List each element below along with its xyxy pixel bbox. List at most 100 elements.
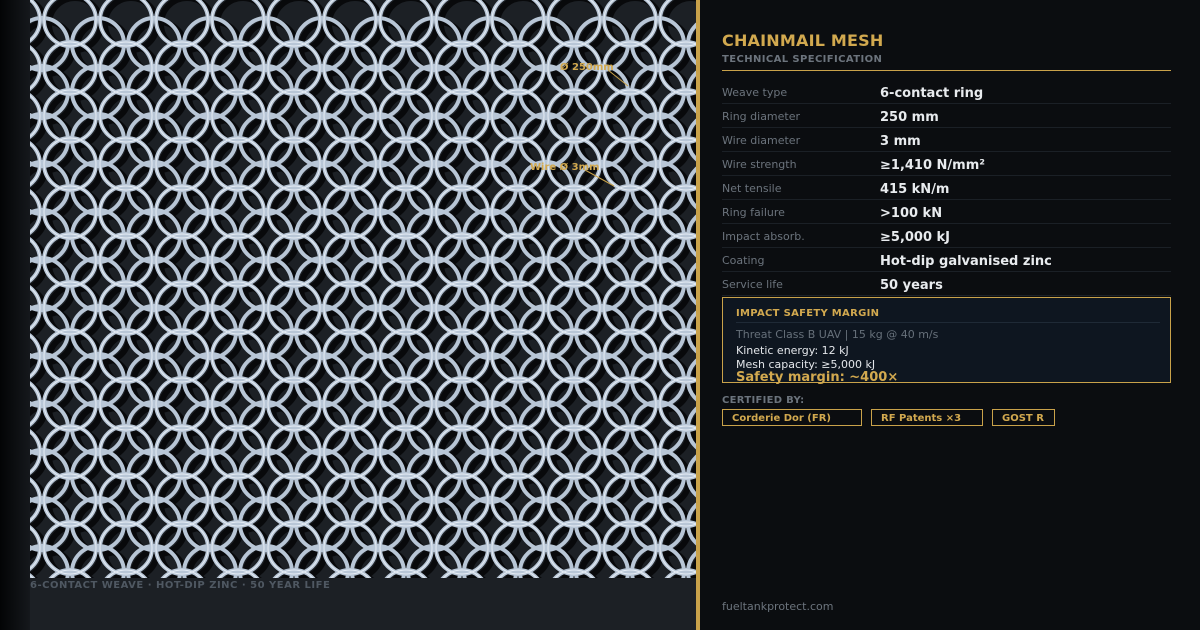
ring-highlight — [99, 473, 153, 527]
ring-highlight — [30, 94, 41, 138]
spec-row-coating: Coating Hot-dip galvanised zinc — [722, 248, 1171, 272]
ring-highlight — [379, 377, 433, 431]
spec-value: ≥1,410 N/mm² — [880, 158, 985, 173]
ring-highlight — [659, 281, 696, 335]
ring-shadow — [413, 598, 465, 630]
ring-highlight — [547, 473, 601, 527]
ring-highlight — [491, 473, 545, 527]
ring-highlight — [603, 425, 657, 479]
ring-highlight — [323, 329, 377, 383]
ring-highlight — [491, 281, 545, 335]
ring-highlight — [547, 377, 601, 431]
ring-highlight — [30, 286, 41, 330]
ring-highlight — [491, 41, 545, 95]
ring-highlight — [547, 89, 601, 143]
ring-highlight — [603, 233, 657, 287]
spec-row-weave-type: Weave type 6-contact ring — [722, 80, 1171, 104]
ring-highlight — [491, 329, 545, 383]
ring-highlight — [30, 46, 41, 90]
mesh-ring — [72, 594, 124, 630]
ring-highlight — [155, 377, 209, 431]
ring-highlight — [99, 185, 153, 239]
ring-highlight — [498, 569, 538, 578]
ring-highlight — [99, 137, 153, 191]
ring-highlight — [99, 89, 153, 143]
ring-highlight — [43, 185, 97, 239]
ring-highlight — [43, 233, 97, 287]
mesh-ring — [464, 594, 516, 630]
ring-highlight — [547, 281, 601, 335]
ring-highlight — [659, 329, 696, 383]
ring-highlight — [323, 137, 377, 191]
spec-row-service-life: Service life 50 years — [722, 272, 1171, 296]
chainmail-mesh-illustration: Ø 250mm Wire Ø 3mm 6-CONTACT WEAVE · HOT… — [30, 0, 696, 630]
ring-highlight — [435, 233, 489, 287]
ring-highlight — [435, 185, 489, 239]
ring-highlight — [435, 521, 489, 575]
ring-highlight — [99, 41, 153, 95]
ring-highlight — [99, 0, 153, 47]
spec-row-ring-failure: Ring failure >100 kN — [722, 200, 1171, 224]
ring-highlight — [99, 521, 153, 575]
ring-highlight — [491, 0, 545, 47]
mesh-capacity-line: Mesh capacity: ≥5,000 kJ — [736, 358, 876, 371]
ring-shadow — [77, 598, 129, 630]
spec-label: Ring diameter — [722, 110, 801, 123]
ring-shadow — [30, 598, 73, 630]
ring-highlight — [43, 329, 97, 383]
ring-highlight — [659, 89, 696, 143]
ring-highlight — [99, 233, 153, 287]
ring-shadow — [357, 598, 409, 630]
ring-highlight — [379, 137, 433, 191]
ring-highlight — [379, 185, 433, 239]
ring-highlight — [491, 377, 545, 431]
ring-shadow — [672, 571, 696, 578]
ring-shadow — [245, 598, 297, 630]
ring-highlight — [99, 281, 153, 335]
ring-highlight — [43, 377, 97, 431]
ring-highlight — [30, 238, 41, 282]
mesh-ring — [408, 594, 460, 630]
ring-highlight — [267, 89, 321, 143]
ring-highlight — [379, 281, 433, 335]
ring-highlight — [379, 0, 433, 47]
kinetic-energy-line: Kinetic energy: 12 kJ — [736, 344, 849, 357]
ring-highlight — [435, 425, 489, 479]
spec-row-wire-strength: Wire strength ≥1,410 N/mm² — [722, 152, 1171, 176]
certified-by-label: CERTIFIED BY: — [722, 395, 805, 406]
mesh-footer-caption: 6-CONTACT WEAVE · HOT-DIP ZINC · 50 YEAR… — [30, 580, 331, 591]
ring-highlight — [386, 569, 426, 578]
ring-highlight — [155, 185, 209, 239]
spec-value: 250 mm — [880, 110, 939, 125]
ring-highlight — [323, 41, 377, 95]
mesh-ring — [184, 594, 236, 630]
spec-label: Wire strength — [722, 158, 797, 171]
ring-highlight — [435, 41, 489, 95]
mesh-ring — [520, 594, 572, 630]
spec-label: Impact absorb. — [722, 230, 805, 243]
ring-highlight — [99, 425, 153, 479]
ring-highlight — [211, 185, 265, 239]
ring-highlight — [659, 0, 696, 47]
impact-margin-divider — [736, 322, 1160, 323]
ring-highlight — [30, 478, 41, 522]
impact-safety-margin-box: IMPACT SAFETY MARGIN Threat Class B UAV … — [722, 297, 1171, 385]
ring-shadow — [301, 598, 353, 630]
ring-shadow — [616, 571, 654, 578]
ring-highlight — [603, 473, 657, 527]
ring-highlight — [99, 377, 153, 431]
ring-highlight — [491, 89, 545, 143]
ring-highlight — [155, 473, 209, 527]
ring-highlight — [547, 137, 601, 191]
ring-highlight — [603, 521, 657, 575]
ring-highlight — [547, 521, 601, 575]
ring-highlight — [155, 137, 209, 191]
ring-highlight — [211, 281, 265, 335]
ring-highlight — [267, 233, 321, 287]
certification-badge: Corderie Dor (FR) — [722, 409, 862, 426]
ring-highlight — [659, 521, 696, 575]
ring-highlight — [211, 233, 265, 287]
ring-highlight — [379, 233, 433, 287]
ring-highlight — [491, 137, 545, 191]
ring-highlight — [379, 89, 433, 143]
